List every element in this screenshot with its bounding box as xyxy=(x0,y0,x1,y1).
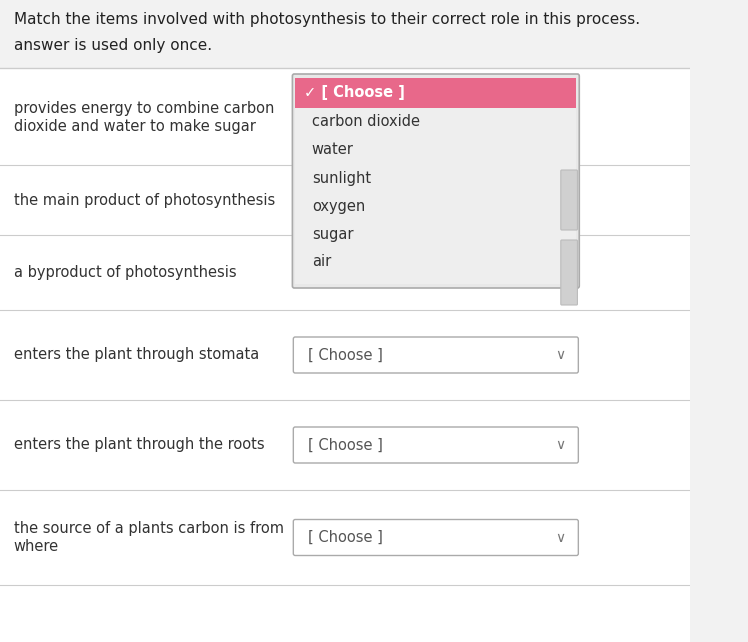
Text: Match the items involved with photosynthesis to their correct role in this proce: Match the items involved with photosynth… xyxy=(13,12,640,27)
FancyBboxPatch shape xyxy=(0,0,690,642)
FancyBboxPatch shape xyxy=(295,78,577,284)
Text: ∨: ∨ xyxy=(555,438,565,452)
Text: a byproduct of photosynthesis: a byproduct of photosynthesis xyxy=(13,265,236,280)
Text: [ Choose ]: [ Choose ] xyxy=(308,347,383,363)
Text: sunlight: sunlight xyxy=(312,171,371,186)
Text: sugar: sugar xyxy=(312,227,353,241)
FancyBboxPatch shape xyxy=(293,337,578,373)
Text: air: air xyxy=(312,254,331,270)
Text: ∨: ∨ xyxy=(555,348,565,362)
Text: carbon dioxide: carbon dioxide xyxy=(312,114,420,130)
Text: dioxide and water to make sugar: dioxide and water to make sugar xyxy=(13,119,256,134)
Text: enters the plant through the roots: enters the plant through the roots xyxy=(13,437,265,453)
FancyBboxPatch shape xyxy=(295,78,577,108)
Text: answer is used only once.: answer is used only once. xyxy=(13,38,212,53)
Text: [ Choose ]: [ Choose ] xyxy=(308,530,383,545)
Text: water: water xyxy=(312,143,354,157)
Text: ✓ [ Choose ]: ✓ [ Choose ] xyxy=(304,85,405,101)
Text: where: where xyxy=(13,539,59,554)
Text: ∨: ∨ xyxy=(555,530,565,544)
Text: the main product of photosynthesis: the main product of photosynthesis xyxy=(13,193,275,207)
FancyBboxPatch shape xyxy=(0,0,690,68)
FancyBboxPatch shape xyxy=(293,427,578,463)
Text: oxygen: oxygen xyxy=(312,198,365,214)
FancyBboxPatch shape xyxy=(561,240,577,305)
Text: enters the plant through stomata: enters the plant through stomata xyxy=(13,347,259,363)
FancyBboxPatch shape xyxy=(292,74,579,288)
FancyBboxPatch shape xyxy=(561,170,577,230)
Text: the source of a plants carbon is from: the source of a plants carbon is from xyxy=(13,521,283,536)
Text: provides energy to combine carbon: provides energy to combine carbon xyxy=(13,101,275,116)
FancyBboxPatch shape xyxy=(293,519,578,555)
Text: [ Choose ]: [ Choose ] xyxy=(308,437,383,453)
